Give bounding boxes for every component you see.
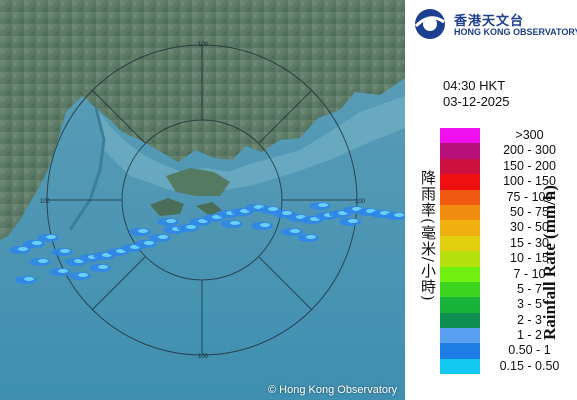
legend-label: 10 - 15 (510, 251, 549, 266)
rain-echo-light (318, 203, 328, 207)
rain-echo-light (268, 207, 278, 211)
timestamp: 04:30 HKT 03-12-2025 (443, 78, 510, 110)
copyright-text: © Hong Kong Observatory (268, 384, 398, 396)
radial-line-se (258, 256, 313, 311)
time-text: 04:30 HKT (443, 78, 506, 93)
range-label-n: 100 (198, 42, 209, 48)
legend-label: 7 - 10 (513, 266, 546, 281)
coastal-shallows (96, 96, 405, 192)
radial-line-ne (258, 89, 313, 144)
legend-swatches (440, 128, 480, 375)
legend-swatch (440, 358, 480, 375)
range-label-e: 100 (355, 199, 366, 205)
new-territories (166, 168, 230, 196)
rain-echo-light (290, 229, 300, 233)
legend-label: 3 - 5 (516, 297, 542, 312)
rain-echo-light (78, 273, 88, 277)
legend-label: 15 - 30 (510, 235, 549, 250)
rain-echo-light (158, 235, 168, 239)
legend-label: 50 - 75 (510, 204, 549, 219)
rain-echo-light (24, 277, 34, 281)
rain-echo-light (186, 225, 196, 229)
rain-echo-light (46, 235, 56, 239)
legend-swatch (440, 251, 480, 267)
rain-echo-light (230, 221, 240, 225)
legend-swatch (440, 189, 480, 205)
hk-island (196, 202, 222, 216)
logo-text-en: HONG KONG OBSERVATORY (454, 27, 577, 37)
legend-swatch (440, 297, 480, 313)
legend-swatch (440, 204, 480, 221)
legend-swatch (440, 128, 480, 144)
range-label-s: 100 (198, 354, 209, 360)
date-text: 03-12-2025 (443, 94, 510, 109)
rain-echo-light (348, 219, 358, 223)
legend-label: 100 - 150 (503, 174, 556, 189)
rain-echo-light (18, 247, 28, 251)
legend-label: 75 - 100 (506, 189, 553, 204)
legend-label: 1 - 2 (516, 328, 542, 343)
legend-label: 2 - 3 (516, 312, 542, 327)
rain-echo-light (282, 211, 292, 215)
legend-label: 0.50 - 1 (508, 343, 551, 358)
rain-echo-light (32, 241, 42, 245)
rain-echo-light (144, 241, 154, 245)
rain-echo-light (60, 249, 70, 253)
radar-map: 100 100 100 100 (0, 0, 405, 400)
rain-echo-light (306, 235, 316, 239)
legend-swatch (440, 328, 480, 344)
rain-echo-light (138, 229, 148, 233)
legend-swatch (440, 343, 480, 359)
legend-swatch (440, 235, 480, 252)
rain-echo-light (98, 265, 108, 269)
legend-label: 30 - 50 (510, 220, 549, 235)
rain-echoes (9, 202, 405, 284)
rain-echo-light (166, 219, 176, 223)
legend-swatch (440, 174, 480, 190)
legend-swatch (440, 143, 480, 159)
rain-echo-light (394, 213, 404, 217)
legend-title-zh: 降雨率(毫米/小時) (419, 170, 437, 302)
legend-label: >300 (515, 128, 544, 142)
legend-title-en: Rainfall Rate (mm/h) (540, 185, 559, 340)
hko-emblem-icon (414, 9, 445, 39)
legend-label: 0.15 - 0.50 (499, 358, 560, 373)
radial-line-sw (91, 256, 146, 311)
rain-echo-light (58, 269, 68, 273)
lantau-island (150, 198, 184, 216)
rain-echo-light (38, 259, 48, 263)
legend-swatch (440, 158, 480, 175)
logo-text-zh: 香港天文台 (454, 14, 525, 29)
radial-line-nw (91, 89, 146, 144)
rain-echo-light (260, 223, 270, 227)
legend-labels: >300 200 - 300 150 - 200 100 - 150 75 - 100 5… (482, 128, 577, 374)
range-label-w: 100 (40, 199, 51, 205)
legend-swatch (440, 266, 480, 282)
legend-label: 200 - 300 (503, 143, 556, 158)
legend-swatch (440, 220, 480, 236)
hko-logo: 香港天文台 HONG KONG OBSERVATORY (412, 6, 577, 42)
legend-label: 5 - 7 (516, 281, 542, 296)
river (68, 107, 106, 231)
legend-label: 150 - 200 (503, 158, 556, 173)
legend-swatch (440, 312, 480, 329)
legend-swatch (440, 281, 480, 298)
